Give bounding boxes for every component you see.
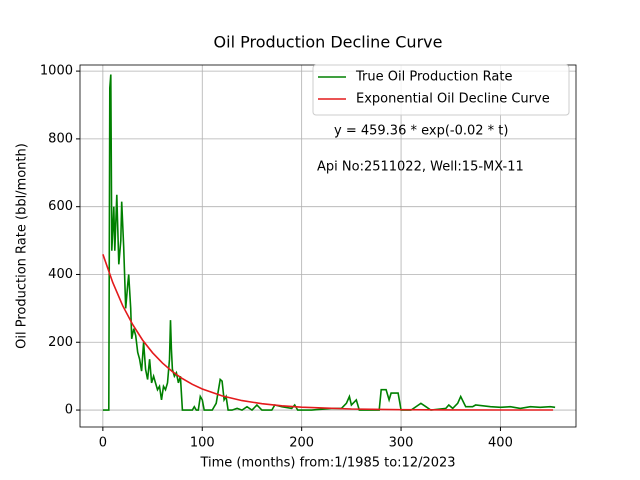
y-tick-label: 1000 — [40, 64, 73, 79]
y-tick-label: 400 — [48, 267, 73, 282]
y-tick-label: 600 — [48, 199, 73, 214]
x-axis-label: Time (months) from:1/1985 to:12/2023 — [199, 456, 455, 471]
legend-label: Exponential Oil Decline Curve — [356, 92, 550, 107]
x-tick-label: 0 — [99, 436, 107, 451]
legend-label: True Oil Production Rate — [355, 70, 512, 85]
y-axis-label: Oil Production Rate (bbl/month) — [15, 143, 30, 349]
annotation: Api No:2511022, Well:15-MX-11 — [317, 160, 524, 175]
y-tick-label: 800 — [48, 131, 73, 146]
y-tick-label: 0 — [65, 403, 73, 418]
x-tick-label: 300 — [389, 436, 414, 451]
x-tick-label: 100 — [190, 436, 215, 451]
y-tick-label: 200 — [48, 335, 73, 350]
x-tick-label: 400 — [488, 436, 513, 451]
annotation: y = 459.36 * exp(-0.02 * t) — [334, 124, 508, 139]
line — [102, 254, 554, 411]
x-tick-label: 200 — [289, 436, 314, 451]
chart-title: Oil Production Decline Curve — [214, 33, 443, 52]
legend-box — [312, 64, 570, 116]
line — [102, 74, 556, 412]
